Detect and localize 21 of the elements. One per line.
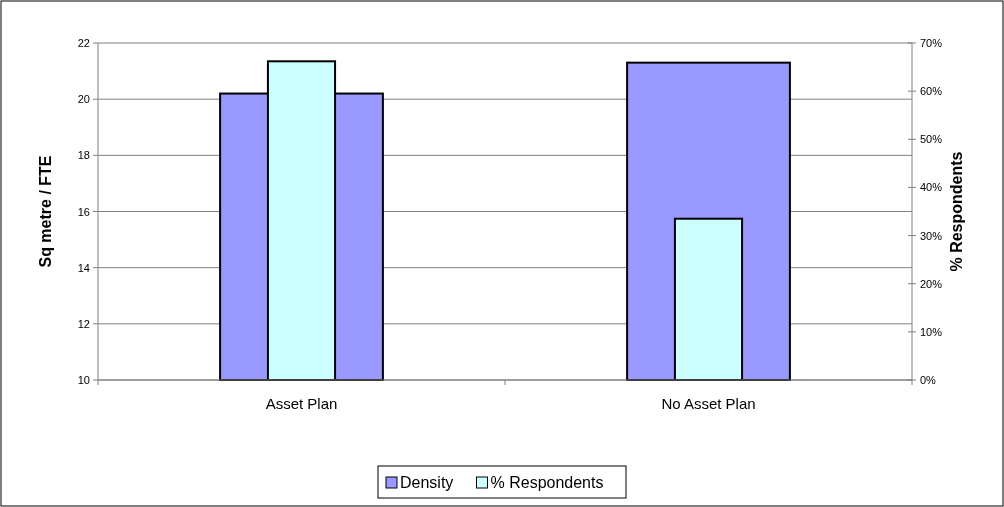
y-tick-label: 16 xyxy=(77,205,90,218)
y2-tick-label: 50% xyxy=(920,133,943,146)
x-tick-label: No Asset Plan xyxy=(661,395,756,412)
y2-axis-title: % Respondents xyxy=(948,151,965,272)
y-tick-label: 22 xyxy=(77,37,90,49)
y-tick-label: 18 xyxy=(77,149,90,162)
y-axis-title: Sq metre / FTE xyxy=(37,155,54,268)
y2-tick-label: 70% xyxy=(920,37,943,49)
legend-label: Density xyxy=(400,474,454,491)
y-tick-label: 12 xyxy=(77,317,90,330)
y2-tick-label: 20% xyxy=(920,277,943,290)
y-tick-label: 10 xyxy=(77,374,90,386)
y2-tick-label: 40% xyxy=(920,181,943,194)
x-tick-label: Asset Plan xyxy=(265,395,338,412)
y2-tick-label: 60% xyxy=(920,85,943,98)
y2-tick-label: 10% xyxy=(920,325,943,338)
y-tick-label: 14 xyxy=(77,261,90,274)
legend-label: % Respondents xyxy=(490,474,604,491)
y2-tick-label: 0% xyxy=(920,374,937,386)
y-tick-label: 20 xyxy=(77,93,90,106)
y2-tick-label: 30% xyxy=(920,229,943,242)
